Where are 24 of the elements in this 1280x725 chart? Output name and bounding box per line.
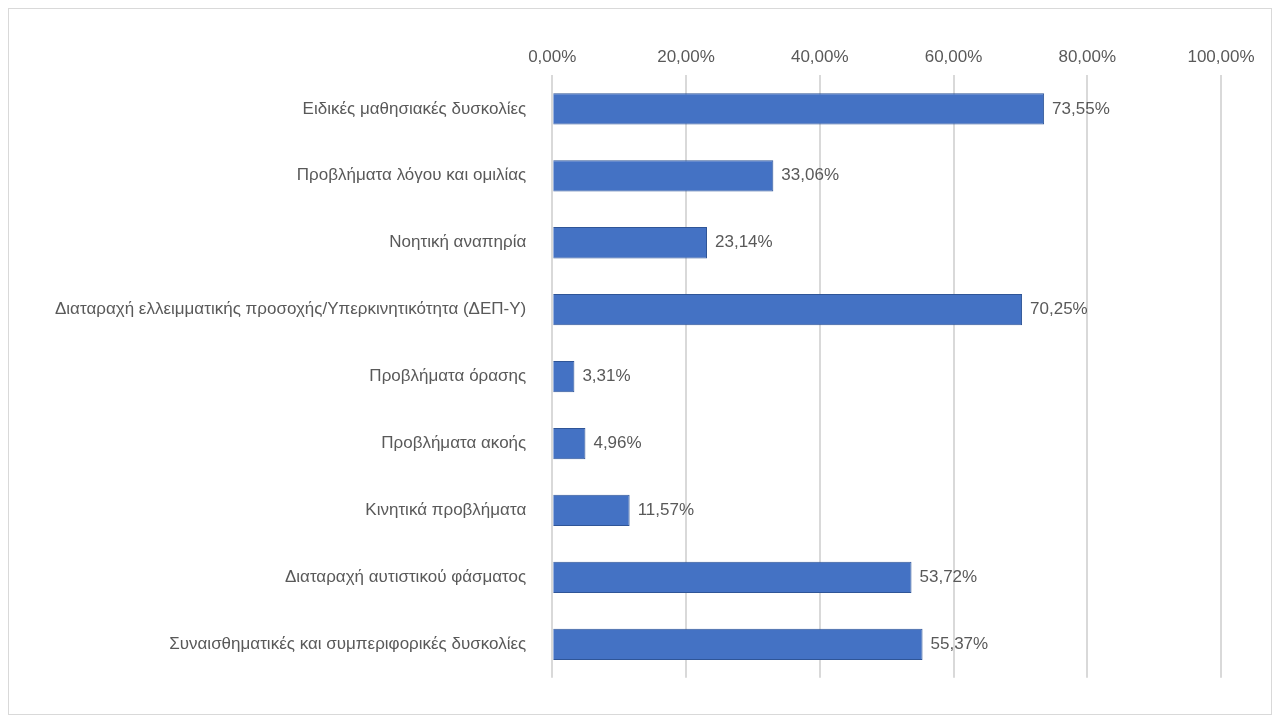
y-tick-label: Διαταραχή αυτιστικού φάσματος [284, 567, 527, 587]
data-label: 11,57% [637, 500, 695, 520]
x-tick-label: 60,00% [924, 46, 983, 66]
data-label: 53,72% [919, 567, 978, 587]
y-tick-label: Ειδικές μαθησιακές δυσκολίες [302, 98, 527, 118]
data-label: 3,31% [582, 366, 631, 386]
y-tick-label: Προβλήματα λόγου και ομιλίας [296, 165, 527, 185]
y-tick-label: Κινητικά προβλήματα [365, 500, 527, 520]
data-label: 4,96% [593, 433, 642, 453]
x-tick-label: 20,00% [657, 46, 715, 66]
y-tick-label: Προβλήματα ακοής [381, 433, 527, 453]
x-tick-label: 80,00% [1058, 46, 1117, 66]
x-tick-label: 40,00% [790, 46, 849, 66]
y-tick-label: Συναισθηματικές και συμπεριφορικές δυσκολίες [169, 634, 527, 654]
x-tick-label: 0,00% [528, 46, 577, 66]
data-label: 70,25% [1030, 299, 1088, 319]
y-tick-label: Προβλήματα όρασης [369, 366, 527, 386]
data-label: 55,37% [930, 634, 989, 654]
y-tick-label: Διαταραχή ελλειμματικής προσοχής/Υπερκινητικότητα (ΔΕΠ-Υ) [54, 299, 527, 319]
data-label: 73,55% [1052, 98, 1110, 118]
data-label: 33,06% [781, 165, 840, 185]
data-label: 23,14% [715, 232, 773, 252]
y-tick-label: Νοητική αναπηρία [389, 232, 527, 252]
x-tick-label: 100,00% [1187, 46, 1255, 66]
